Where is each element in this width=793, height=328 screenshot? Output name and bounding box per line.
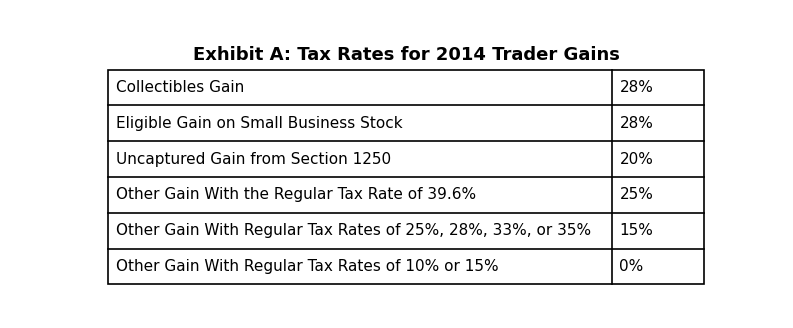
Text: Exhibit A: Tax Rates for 2014 Trader Gains: Exhibit A: Tax Rates for 2014 Trader Gai…: [193, 46, 620, 64]
Text: Collectibles Gain: Collectibles Gain: [116, 80, 244, 95]
Text: 28%: 28%: [619, 80, 653, 95]
Text: Other Gain With Regular Tax Rates of 25%, 28%, 33%, or 35%: Other Gain With Regular Tax Rates of 25%…: [116, 223, 591, 238]
Text: 20%: 20%: [619, 152, 653, 167]
Text: 28%: 28%: [619, 116, 653, 131]
Text: Other Gain With the Regular Tax Rate of 39.6%: Other Gain With the Regular Tax Rate of …: [116, 187, 476, 202]
Text: 0%: 0%: [619, 259, 644, 274]
Text: Other Gain With Regular Tax Rates of 10% or 15%: Other Gain With Regular Tax Rates of 10%…: [116, 259, 498, 274]
Text: Eligible Gain on Small Business Stock: Eligible Gain on Small Business Stock: [116, 116, 402, 131]
Text: Uncaptured Gain from Section 1250: Uncaptured Gain from Section 1250: [116, 152, 391, 167]
Text: 25%: 25%: [619, 187, 653, 202]
Text: 15%: 15%: [619, 223, 653, 238]
